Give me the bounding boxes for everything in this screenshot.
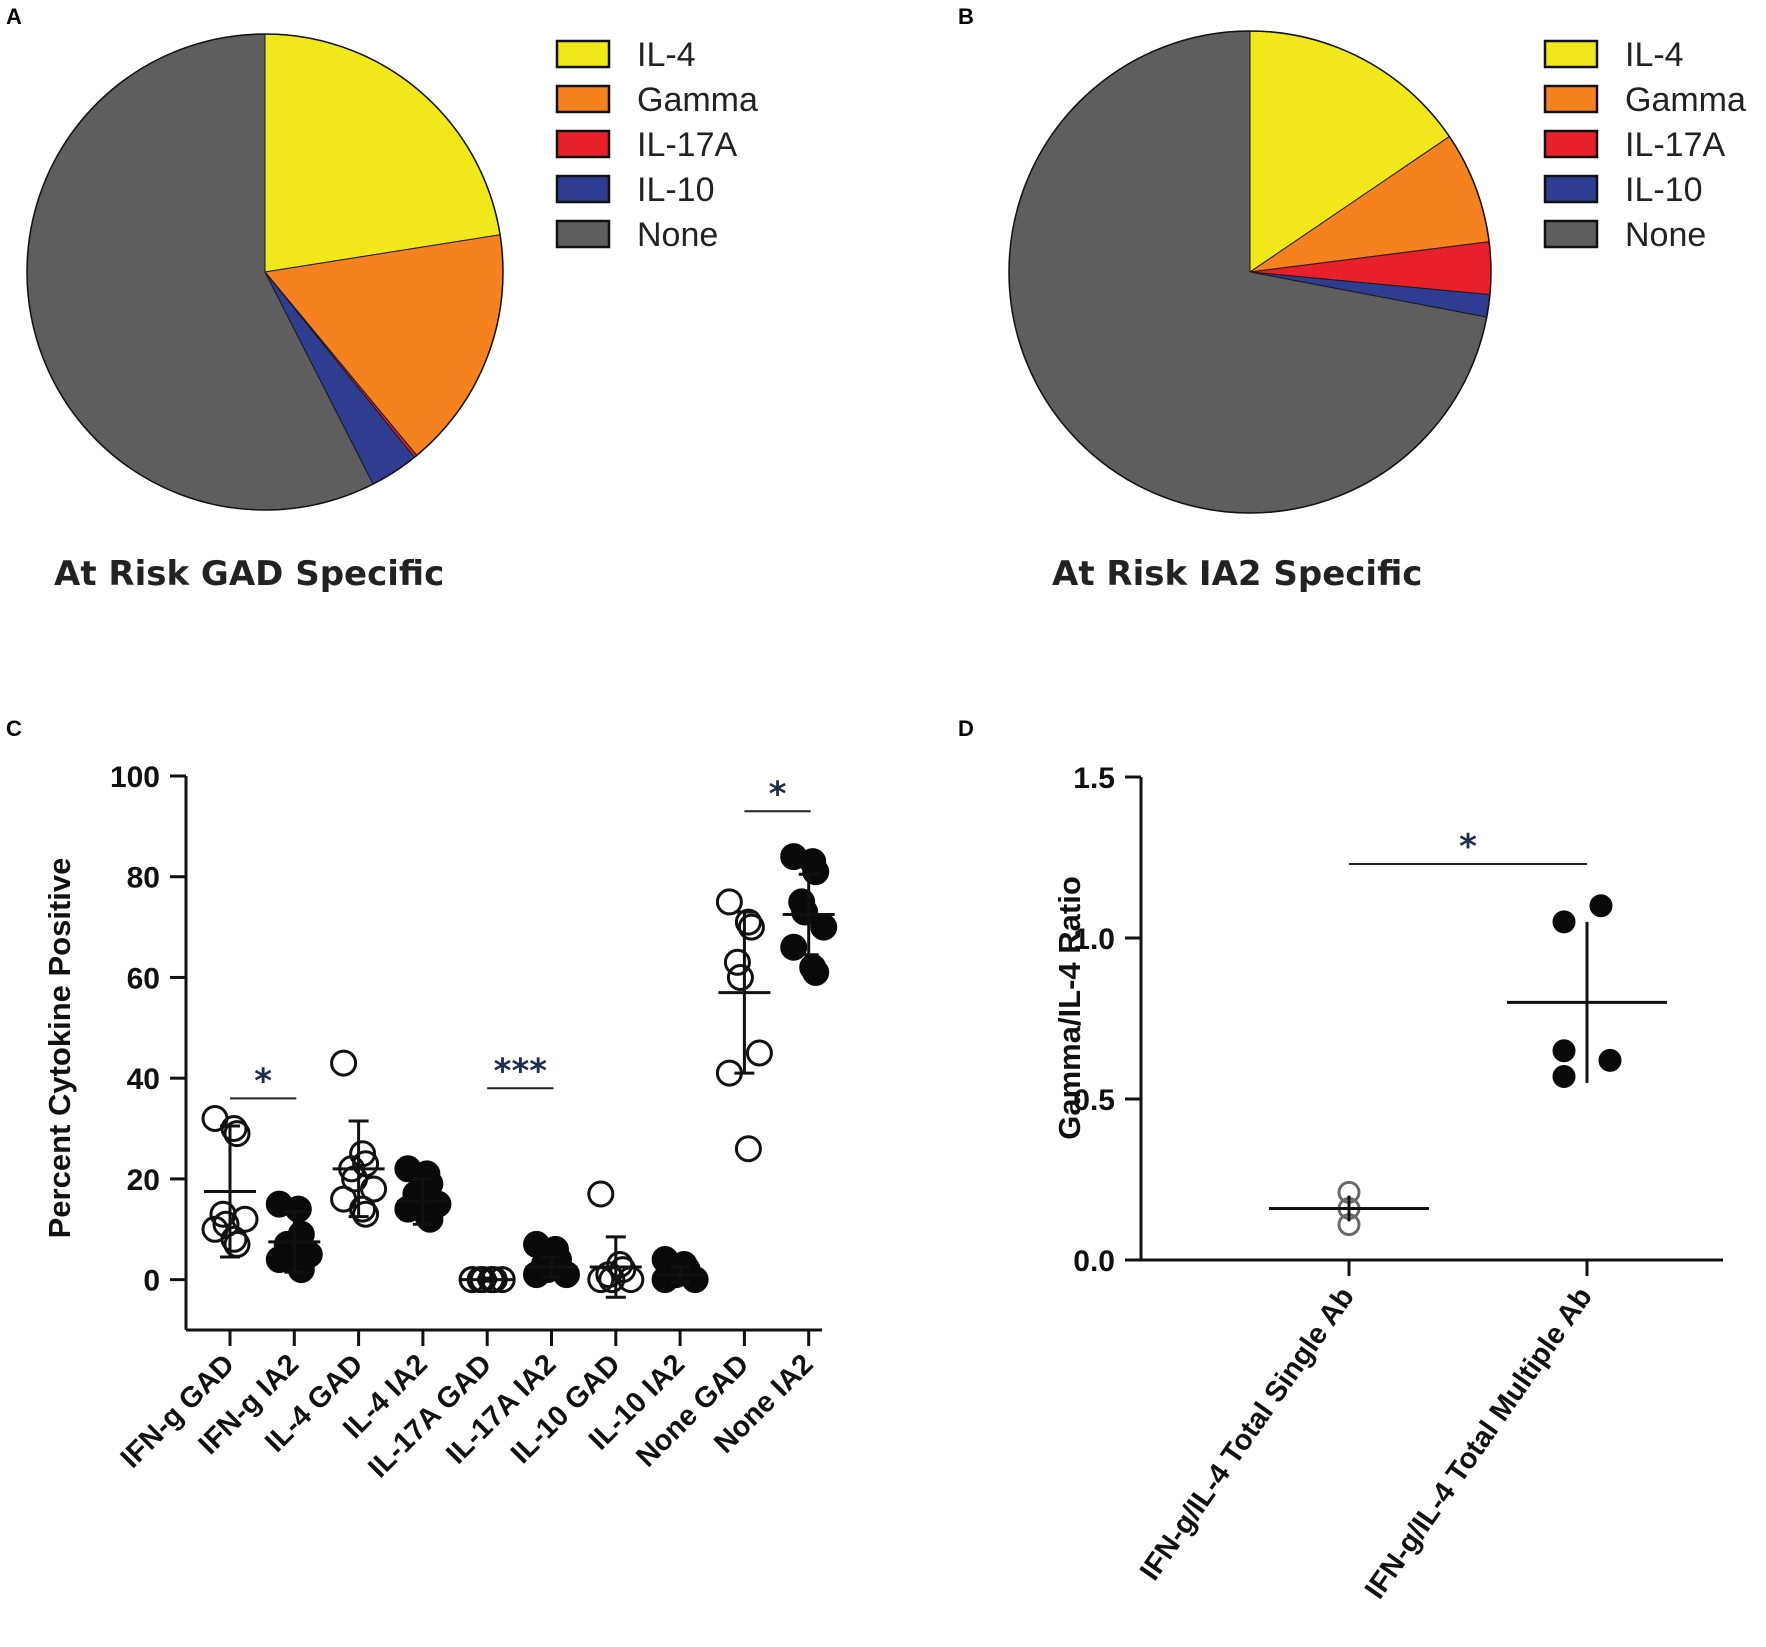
data-point-cytokine-il-10-ia2 bbox=[681, 1266, 709, 1294]
significance-label-cytokine-0: * bbox=[254, 1061, 272, 1101]
legend-swatch-ia2-il-10 bbox=[1543, 174, 1599, 204]
significance-label-ratio-0: * bbox=[1459, 827, 1477, 867]
y-tick-label-cytokine-60: 60 bbox=[127, 962, 160, 995]
data-point-ratio-ifn-g-il-4-total-multiple-ab bbox=[1552, 910, 1576, 934]
legend-label-gad-il-17a: IL-17A bbox=[637, 126, 737, 164]
data-point-cytokine-none-ia2 bbox=[802, 958, 830, 986]
legend-label-ia2-none: None bbox=[1625, 216, 1706, 254]
data-point-cytokine-none-gad bbox=[726, 964, 754, 991]
legend-label-ia2-il-10: IL-10 bbox=[1625, 171, 1703, 209]
pie-title-gad: At Risk GAD Specific bbox=[54, 554, 444, 594]
data-point-cytokine-il-4-gad bbox=[349, 1195, 377, 1223]
legend-gad: IL-4 Gamma IL-17A IL-10 None bbox=[555, 36, 758, 254]
data-point-cytokine-ifn-g-gad bbox=[220, 1115, 248, 1142]
data-point-cytokine-none-ia2 bbox=[810, 913, 838, 941]
legend-swatch-ia2-none bbox=[1543, 219, 1599, 249]
y-tick-label-cytokine-40: 40 bbox=[127, 1063, 160, 1096]
data-point-ratio-ifn-g-il-4-total-multiple-ab bbox=[1552, 1065, 1576, 1088]
data-point-cytokine-ifn-g-gad bbox=[223, 1120, 251, 1148]
legend-label-gad-il-10: IL-10 bbox=[637, 171, 715, 209]
x-tick-label-ratio-ifn-g-il-4-total-multiple-ab: IFN-g/IL-4 Total Multiple Ab bbox=[1359, 1282, 1599, 1605]
data-point-cytokine-il-4-gad bbox=[330, 1049, 358, 1077]
legend-ia2: IL-4 Gamma IL-17A IL-10 None bbox=[1543, 36, 1746, 254]
data-point-cytokine-il-17a-ia2 bbox=[553, 1261, 580, 1289]
panel-letter-d: D bbox=[958, 716, 974, 741]
y-tick-label-cytokine-100: 100 bbox=[110, 761, 160, 794]
pie-outline-ia2 bbox=[1008, 30, 1492, 514]
y-tick-label-cytokine-20: 20 bbox=[127, 1164, 160, 1197]
legend-swatch-ia2-il-4 bbox=[1543, 39, 1599, 69]
data-point-ratio-ifn-g-il-4-total-multiple-ab bbox=[1589, 894, 1613, 918]
data-point-cytokine-ifn-g-ia2 bbox=[284, 1195, 312, 1223]
y-tick-label-ratio-1-0: 1.0 bbox=[1073, 923, 1115, 956]
legend-swatch-ia2-il-17a bbox=[1543, 129, 1599, 159]
legend-label-ia2-il-17a: IL-17A bbox=[1625, 126, 1725, 164]
legend-swatch-ia2-gamma bbox=[1543, 84, 1599, 114]
pie-title-ia2: At Risk IA2 Specific bbox=[1052, 554, 1422, 594]
data-point-ratio-ifn-g-il-4-total-multiple-ab bbox=[1552, 1039, 1576, 1063]
data-point-cytokine-none-gad bbox=[715, 888, 743, 916]
data-point-cytokine-il-10-gad bbox=[587, 1180, 615, 1208]
data-point-ratio-ifn-g-il-4-total-multiple-ab bbox=[1598, 1048, 1622, 1072]
ratio-scatter-chart: 0.0 0.5 1.0 1.5 IFN-g/IL-4 Total Single AbIF… bbox=[1073, 762, 1723, 1605]
data-point-cytokine-none-gad bbox=[737, 913, 765, 941]
data-point-cytokine-il-10-gad bbox=[617, 1266, 645, 1294]
legend-swatch-gad-gamma bbox=[555, 84, 611, 114]
data-point-cytokine-il-4-gad bbox=[352, 1200, 380, 1228]
pie-chart-gad bbox=[26, 33, 504, 511]
y-axis-title-cytokine: Percent Cytokine Positive bbox=[42, 858, 77, 1239]
data-point-cytokine-none-ia2 bbox=[791, 898, 819, 926]
y-tick-label-ratio-0-0: 0.0 bbox=[1073, 1245, 1115, 1278]
legend-swatch-gad-il-17a bbox=[555, 129, 611, 159]
y-tick-label-cytokine-0: 0 bbox=[143, 1265, 160, 1298]
data-point-cytokine-ifn-g-gad bbox=[220, 1225, 248, 1253]
legend-swatch-gad-none bbox=[555, 219, 611, 249]
data-point-cytokine-il-4-gad bbox=[360, 1175, 388, 1203]
pie-chart-ia2 bbox=[1008, 30, 1492, 514]
significance-label-cytokine-2: * bbox=[769, 774, 787, 814]
y-tick-label-ratio-1-5: 1.5 bbox=[1073, 762, 1115, 795]
y-tick-label-ratio-0-5: 0.5 bbox=[1073, 1084, 1115, 1117]
data-point-cytokine-none-ia2 bbox=[780, 933, 808, 961]
legend-label-ia2-gamma: Gamma bbox=[1625, 81, 1746, 119]
pie-outline-gad bbox=[26, 33, 504, 511]
y-tick-label-cytokine-80: 80 bbox=[127, 862, 160, 895]
panel-letter-b: B bbox=[958, 4, 974, 29]
data-point-cytokine-il-10-gad bbox=[587, 1266, 615, 1294]
legend-swatch-gad-il-4 bbox=[555, 39, 611, 69]
y-axis-title-ratio: Gamma/IL-4 Ratio bbox=[1052, 876, 1087, 1140]
legend-label-gad-il-4: IL-4 bbox=[637, 36, 696, 74]
x-tick-label-ratio-ifn-g-il-4-total-single-ab: IFN-g/IL-4 Total Single Ab bbox=[1134, 1282, 1361, 1587]
legend-label-gad-none: None bbox=[637, 216, 718, 254]
legend-label-ia2-il-4: IL-4 bbox=[1625, 36, 1684, 74]
significance-label-cytokine-1: *** bbox=[494, 1051, 548, 1091]
legend-swatch-gad-il-10 bbox=[555, 174, 611, 204]
data-point-cytokine-il-10-ia2 bbox=[651, 1266, 679, 1294]
data-point-cytokine-none-gad bbox=[734, 1135, 762, 1163]
data-point-cytokine-none-gad bbox=[734, 908, 762, 936]
panel-letter-c: C bbox=[6, 716, 22, 741]
data-point-cytokine-il-17a-ia2 bbox=[523, 1261, 550, 1289]
data-point-cytokine-ifn-g-gad bbox=[231, 1205, 259, 1233]
data-point-cytokine-none-gad bbox=[745, 1039, 773, 1067]
panel-letter-a: A bbox=[6, 4, 22, 29]
legend-label-gad-gamma: Gamma bbox=[637, 81, 758, 119]
pie-slice-gad-il-4 bbox=[264, 33, 501, 273]
data-point-cytokine-none-gad bbox=[723, 948, 751, 976]
